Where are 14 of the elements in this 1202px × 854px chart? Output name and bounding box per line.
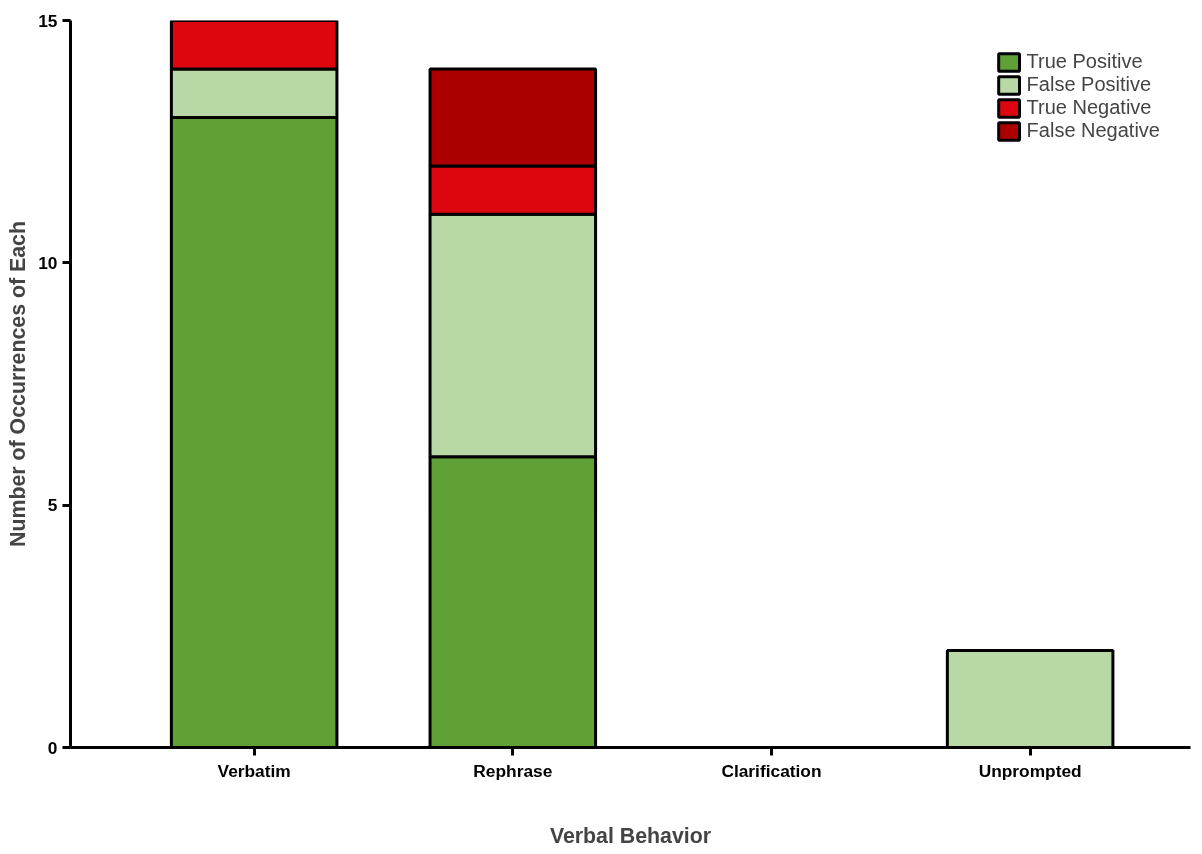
y-tick-label: 5 bbox=[47, 495, 58, 516]
x-tick-label: Clarification bbox=[721, 760, 822, 781]
legend-label: False Positive bbox=[1026, 73, 1152, 96]
y-tick-label: 0 bbox=[47, 737, 58, 758]
y-axis-title: Number of Occurrences of Each bbox=[6, 221, 31, 547]
y-tick-label: 15 bbox=[38, 10, 58, 31]
x-tick-label: Verbatim bbox=[217, 760, 291, 781]
x-tick-label: Rephrase bbox=[473, 760, 553, 781]
x-tick-label: Unprompted bbox=[978, 760, 1082, 781]
y-tick-label: 10 bbox=[38, 252, 58, 273]
legend-label: True Positive bbox=[1026, 50, 1143, 73]
legend-label: False Negative bbox=[1026, 119, 1160, 142]
legend-label: True Negative bbox=[1026, 96, 1152, 119]
x-axis-title: Verbal Behavior bbox=[549, 823, 712, 848]
